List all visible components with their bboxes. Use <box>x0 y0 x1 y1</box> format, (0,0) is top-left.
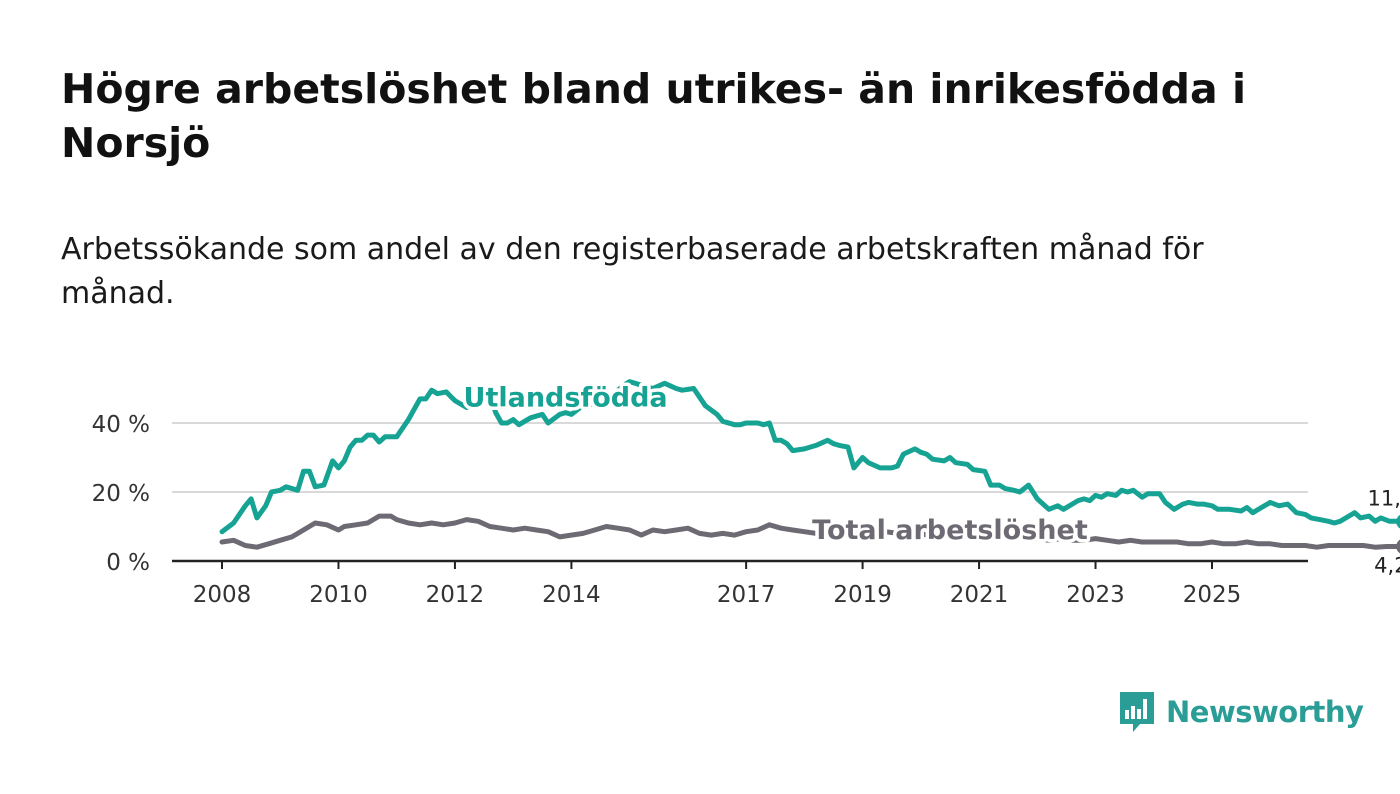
end-value-label: 11,4 % <box>1367 487 1400 511</box>
series-name-label: Total arbetslöshet <box>812 515 1088 546</box>
x-tick-label: 2025 <box>1183 582 1242 608</box>
x-tick-label: 2012 <box>426 582 485 608</box>
brand-name: Newsworthy <box>1166 695 1364 729</box>
y-axis-ticks: 0 % 20 % 40 % <box>92 412 150 576</box>
series-lines <box>219 379 1400 554</box>
series-labels: Utlandsfödda Total arbetslöshet 11,4 % 4,2 … <box>460 379 1400 580</box>
x-tick-label: 2017 <box>717 582 776 608</box>
newsworthy-logo[interactable]: Newsworthy <box>1118 690 1364 734</box>
series-end-point <box>1396 514 1400 529</box>
x-tick-label: 2023 <box>1066 582 1125 608</box>
series-end-point <box>1396 539 1400 554</box>
y-tick-label: 20 % <box>92 481 150 507</box>
x-tick-label: 2014 <box>542 582 601 608</box>
series-line-1 <box>219 513 1400 550</box>
chart-subtitle: Arbetssökande som andel av den registerb… <box>61 232 1204 311</box>
x-tick-label: 2021 <box>950 582 1009 608</box>
y-tick-label: 40 % <box>92 412 150 438</box>
series-name-label: Utlandsfödda <box>464 382 668 413</box>
end-value-label: 4,2 % <box>1374 554 1400 578</box>
x-tick-label: 2008 <box>193 582 252 608</box>
x-tick-label: 2010 <box>309 582 368 608</box>
chart-title: Högre arbetslöshet bland utrikes- än inr… <box>61 65 1246 167</box>
x-axis-ticks: 2008 2010 2012 2014 2017 2019 2021 2023 2025 <box>193 561 1242 608</box>
y-tick-label: 0 % <box>106 550 150 576</box>
series-line-0 <box>219 379 1400 535</box>
bar-chart-logo-icon <box>1120 692 1154 732</box>
x-tick-label: 2019 <box>833 582 892 608</box>
